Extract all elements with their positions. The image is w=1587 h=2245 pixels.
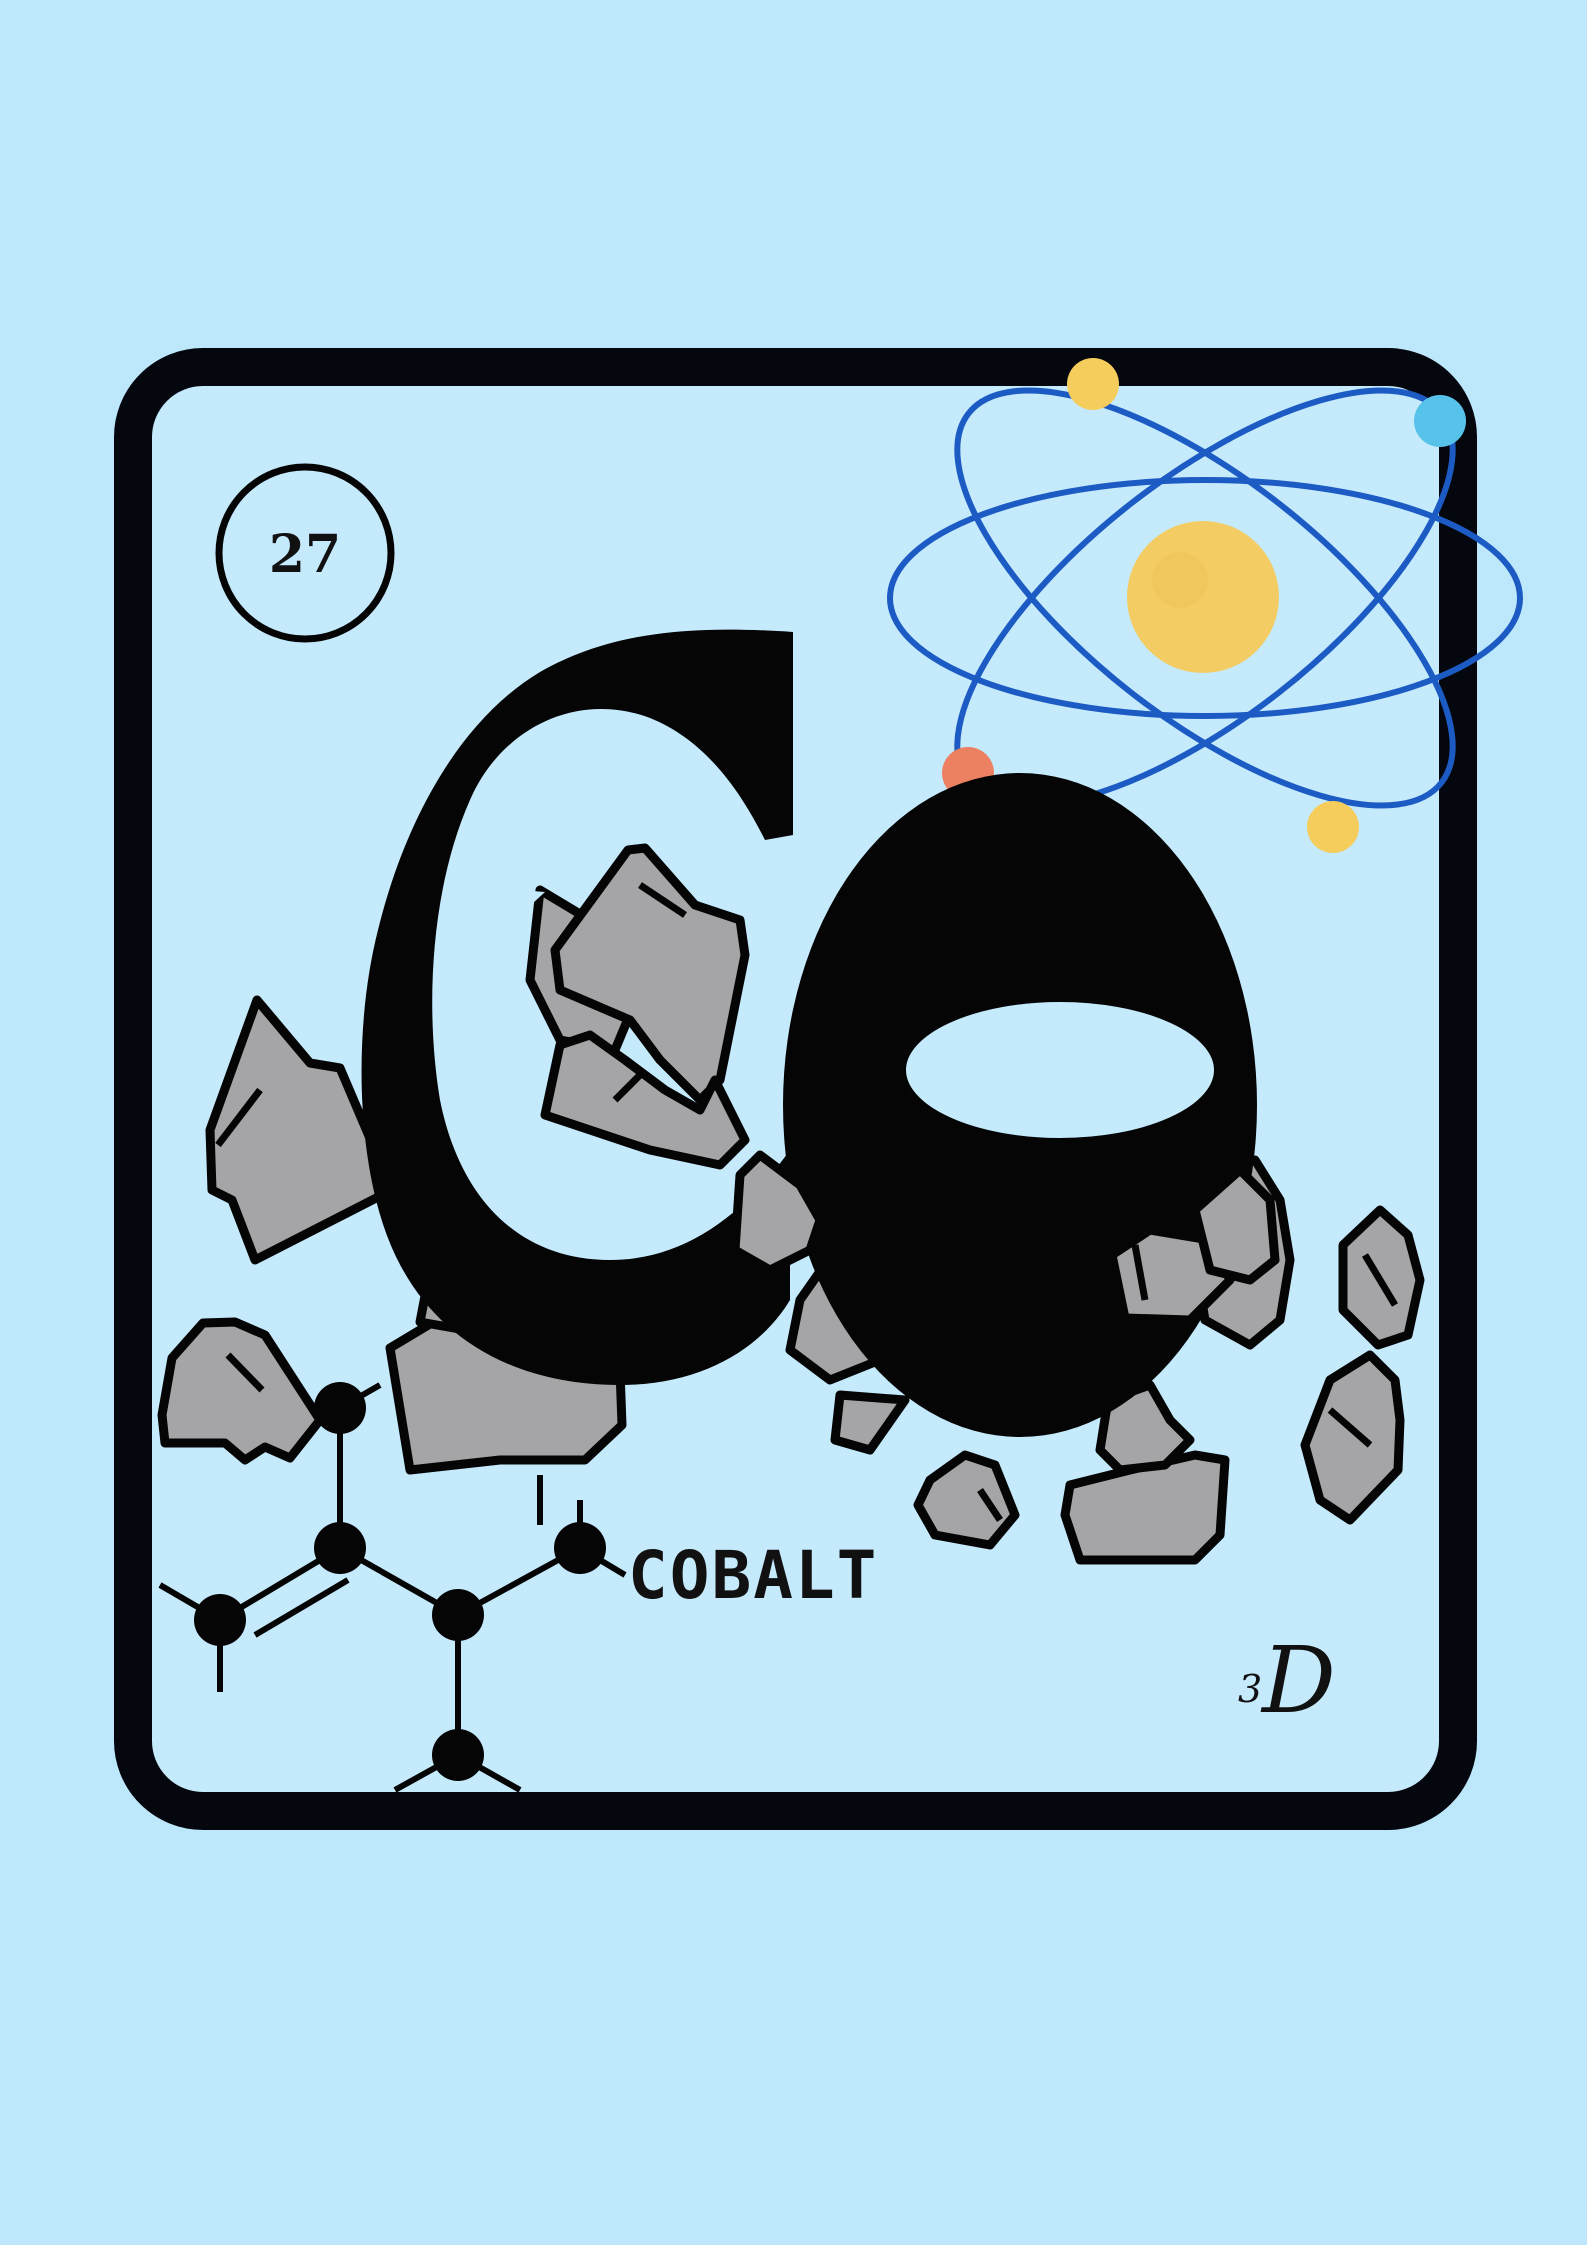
nucleus: [1127, 521, 1279, 673]
atomic-number-badge: 27: [215, 463, 395, 643]
atom-icon: [887, 358, 1523, 853]
atomic-number-circle: [215, 463, 395, 643]
electron-yellow-bottom: [1307, 801, 1359, 853]
dimension-mark: 3 D: [1238, 1627, 1336, 1734]
electron-blue: [1414, 395, 1466, 447]
element-symbol-letter-c: [361, 629, 793, 1385]
molecule-atoms: [194, 1382, 606, 1781]
nucleus-texture: [1152, 552, 1208, 608]
atomic-number: 27: [269, 524, 341, 585]
orbit-horizontal: [887, 477, 1523, 719]
orbit-tilted-right: [954, 387, 1456, 809]
element-symbol-letter-o: [783, 773, 1257, 1437]
dimension-prefix: 3: [1238, 1667, 1262, 1711]
electron-yellow-top: [1067, 358, 1119, 410]
element-name: COBALT: [628, 1537, 878, 1614]
rock-crack-lines-front: [612, 882, 1149, 1301]
rock-crack-lines: [215, 1087, 1399, 1522]
dimension-letter: D: [1260, 1627, 1336, 1734]
rock-fragment-icon-front: [540, 843, 1280, 1455]
